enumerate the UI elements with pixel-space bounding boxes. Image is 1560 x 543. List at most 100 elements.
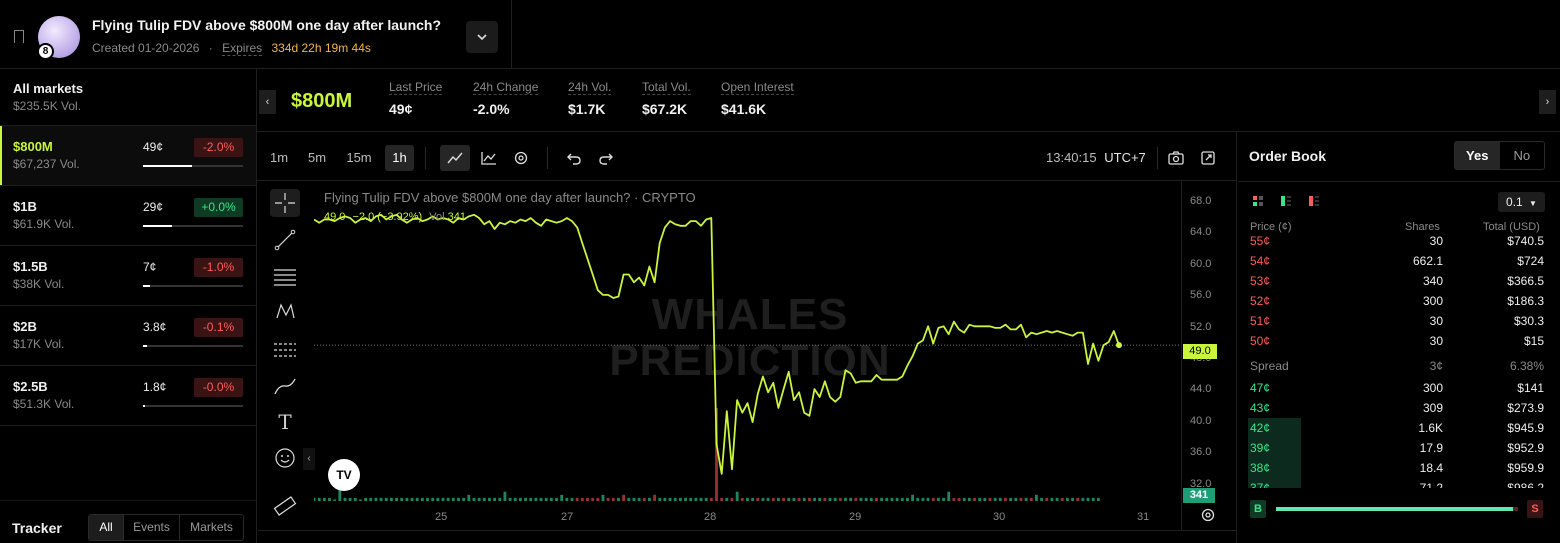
market-item[interactable]: $1B $61.9K Vol. 29¢ +0.0%	[0, 186, 256, 246]
axis-settings-button[interactable]	[1198, 507, 1218, 527]
text-tool[interactable]: T	[278, 410, 292, 434]
stat-value: $41.6K	[721, 101, 767, 117]
prev-market-button[interactable]: ‹	[259, 90, 276, 114]
timeframe-5m[interactable]: 5m	[307, 150, 327, 165]
volume-bar	[1060, 497, 1064, 501]
chart-settings-button[interactable]	[508, 145, 534, 171]
volume-bar	[1014, 497, 1018, 501]
bid-row[interactable]: 39¢ 17.9 $952.9	[1238, 438, 1548, 458]
ask-row[interactable]: 51¢ 30 $30.3	[1238, 311, 1548, 331]
redo-button[interactable]	[593, 145, 619, 171]
volume-bar	[580, 497, 584, 501]
line-chart-type-button[interactable]	[440, 145, 470, 171]
ruler-tool[interactable]	[270, 492, 300, 520]
market-dropdown-button[interactable]	[466, 21, 498, 53]
bid-row[interactable]: 38¢ 18.4 $959.9	[1238, 458, 1548, 478]
volume-bar	[777, 497, 780, 501]
volume-bar	[369, 497, 373, 501]
volume-bar	[673, 497, 677, 501]
tradingview-logo[interactable]: TV	[328, 459, 360, 491]
bid-row[interactable]: 37¢ 71.2 $986.2	[1238, 478, 1548, 488]
market-volume: $67,237 Vol.	[13, 157, 80, 171]
fullscreen-button[interactable]	[1195, 145, 1221, 171]
ask-price: 50¢	[1250, 334, 1271, 348]
price-chart[interactable]	[314, 182, 1180, 502]
brush-icon	[274, 378, 296, 395]
bid-price: 39¢	[1250, 441, 1271, 455]
volume-bar	[854, 497, 858, 501]
prediction-tool[interactable]	[270, 336, 300, 364]
orderbook-rows: 55¢ 30 $740.5 54¢ 662.1 $724 53¢ 340 $36…	[1238, 236, 1560, 488]
volume-bar	[462, 497, 466, 501]
tracker-divider	[0, 500, 256, 501]
all-markets-item[interactable]: All markets $235.5K Vol.	[0, 68, 256, 126]
ask-row[interactable]: 53¢ 340 $366.5	[1238, 271, 1548, 291]
tracker-tab-all[interactable]: All	[89, 515, 124, 540]
selected-market-name: $800M	[291, 90, 353, 112]
tracker-tab-markets[interactable]: Markets	[190, 520, 233, 534]
outcome-yes-tab[interactable]: Yes	[1455, 142, 1500, 169]
market-price: 29¢	[143, 200, 164, 214]
outcome-no-tab[interactable]: No	[1513, 148, 1531, 163]
indicators-button[interactable]	[476, 145, 502, 171]
snapshot-button[interactable]	[1163, 145, 1189, 171]
book-both-icon	[1253, 196, 1263, 206]
market-volume: $61.9K Vol.	[13, 217, 75, 231]
ask-row[interactable]: 54¢ 662.1 $724	[1238, 251, 1548, 271]
stat-24h-change: 24h Change -2.0%	[473, 80, 539, 117]
legend-value: 49.0	[324, 211, 346, 223]
fib-tool[interactable]	[270, 263, 300, 291]
volume-bar	[364, 497, 368, 501]
market-item[interactable]: $2B $17K Vol. 3.8¢ -0.1%	[0, 306, 256, 366]
emoji-tool[interactable]	[270, 444, 300, 472]
bid-shares: 300	[1422, 381, 1443, 395]
bid-row[interactable]: 42¢ 1.6K $945.9	[1238, 418, 1548, 438]
view-bids-button[interactable]	[1280, 195, 1292, 207]
timeframe-1m[interactable]: 1m	[269, 150, 289, 165]
tick-size-value: 0.1	[1506, 195, 1523, 209]
tracker-tab-events[interactable]: Events	[124, 515, 180, 540]
volume-bar	[813, 497, 816, 501]
volume-bar	[802, 497, 806, 501]
volume-bar	[457, 497, 460, 501]
timeframe-1h[interactable]: 1h	[385, 145, 414, 171]
volume-bar	[699, 497, 703, 501]
volume-bar	[833, 497, 837, 501]
pattern-tool[interactable]	[270, 298, 300, 326]
view-asks-button[interactable]	[1308, 195, 1320, 207]
market-change-badge: -0.1%	[194, 318, 243, 337]
timeframe-15m[interactable]: 15m	[346, 150, 372, 165]
market-item[interactable]: $800M $67,237 Vol. 49¢ -2.0%	[0, 126, 256, 186]
ask-row[interactable]: 55¢ 30 $740.5	[1238, 236, 1548, 251]
view-both-button[interactable]	[1252, 195, 1264, 207]
volume-bar	[642, 497, 646, 501]
undo-button[interactable]	[561, 145, 587, 171]
crosshair-tool[interactable]	[270, 189, 300, 217]
volume-bar	[998, 497, 1002, 501]
orderbook-divider	[1236, 131, 1237, 543]
bookmark-icon[interactable]	[14, 30, 24, 43]
toolbar-divider	[256, 180, 1236, 181]
ask-row[interactable]: 52¢ 300 $186.3	[1238, 291, 1548, 311]
bid-row[interactable]: 47¢ 300 $141	[1238, 378, 1548, 398]
selected-indicator	[0, 126, 2, 185]
volume-bar	[740, 497, 744, 501]
volume-bar	[771, 497, 775, 501]
tick-size-select[interactable]: 0.1 ▼	[1498, 192, 1545, 212]
stat-label: Total Vol.	[642, 80, 691, 95]
collapse-toolbar-icon[interactable]: ‹	[303, 448, 315, 470]
price-line	[314, 213, 1120, 475]
chart-clock[interactable]: 13:40:15 UTC+7	[1046, 150, 1146, 165]
market-item[interactable]: $2.5B $51.3K Vol. 1.8¢ -0.0%	[0, 366, 256, 426]
market-item[interactable]: $1.5B $38K Vol. 7¢ -1.0%	[0, 246, 256, 306]
trendline-tool[interactable]	[270, 226, 300, 254]
volume-bar	[715, 408, 718, 501]
ask-row[interactable]: 50¢ 30 $15	[1238, 331, 1548, 351]
brush-tool[interactable]	[270, 372, 300, 400]
volume-bar	[838, 497, 842, 501]
market-price: 7¢	[143, 260, 157, 274]
next-market-button[interactable]: ›	[1539, 90, 1556, 114]
bid-row[interactable]: 43¢ 309 $273.9	[1238, 398, 1548, 418]
col-shares-header: Shares	[1405, 221, 1440, 233]
indicators-icon	[481, 152, 496, 165]
